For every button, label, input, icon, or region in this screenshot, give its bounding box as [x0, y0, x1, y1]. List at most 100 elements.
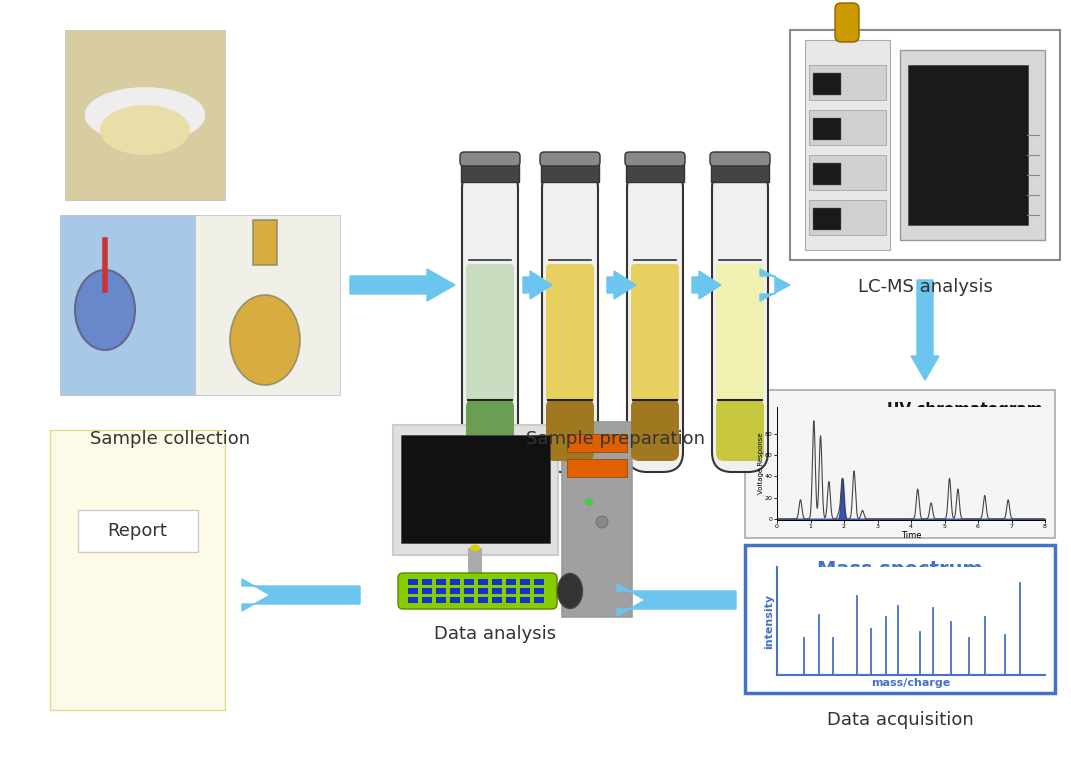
FancyBboxPatch shape	[716, 399, 764, 461]
Y-axis label: Voltage Response: Voltage Response	[757, 433, 764, 495]
FancyBboxPatch shape	[464, 597, 474, 603]
FancyBboxPatch shape	[506, 588, 516, 594]
FancyBboxPatch shape	[790, 30, 1060, 260]
Polygon shape	[607, 271, 636, 299]
Y-axis label: intensity: intensity	[765, 594, 774, 648]
FancyBboxPatch shape	[492, 579, 502, 585]
FancyBboxPatch shape	[567, 434, 627, 452]
Ellipse shape	[230, 295, 300, 385]
FancyBboxPatch shape	[716, 264, 764, 401]
FancyBboxPatch shape	[422, 579, 432, 585]
FancyBboxPatch shape	[492, 588, 502, 594]
FancyBboxPatch shape	[521, 588, 530, 594]
X-axis label: mass/charge: mass/charge	[872, 678, 951, 688]
FancyBboxPatch shape	[464, 579, 474, 585]
FancyBboxPatch shape	[506, 597, 516, 603]
Text: Sample collection: Sample collection	[90, 430, 250, 448]
FancyBboxPatch shape	[809, 110, 886, 145]
Ellipse shape	[85, 87, 205, 143]
Polygon shape	[760, 269, 790, 301]
FancyBboxPatch shape	[478, 579, 488, 585]
Polygon shape	[911, 280, 939, 380]
FancyBboxPatch shape	[835, 3, 859, 42]
FancyBboxPatch shape	[908, 65, 1028, 225]
FancyBboxPatch shape	[436, 579, 446, 585]
FancyBboxPatch shape	[534, 588, 544, 594]
FancyBboxPatch shape	[631, 264, 679, 401]
FancyBboxPatch shape	[631, 399, 679, 461]
FancyBboxPatch shape	[478, 588, 488, 594]
FancyBboxPatch shape	[398, 573, 557, 609]
FancyBboxPatch shape	[521, 597, 530, 603]
FancyBboxPatch shape	[625, 152, 685, 166]
Ellipse shape	[444, 573, 506, 593]
Polygon shape	[242, 579, 360, 611]
Ellipse shape	[75, 270, 135, 350]
FancyBboxPatch shape	[627, 168, 683, 472]
Ellipse shape	[558, 573, 583, 608]
FancyBboxPatch shape	[562, 422, 632, 617]
FancyBboxPatch shape	[478, 597, 488, 603]
FancyBboxPatch shape	[253, 220, 277, 265]
FancyBboxPatch shape	[541, 164, 599, 182]
FancyBboxPatch shape	[436, 597, 446, 603]
Text: Mass spectrum: Mass spectrum	[817, 560, 983, 579]
FancyBboxPatch shape	[50, 430, 225, 710]
FancyBboxPatch shape	[809, 155, 886, 190]
FancyBboxPatch shape	[627, 164, 684, 182]
Text: Data analysis: Data analysis	[434, 625, 556, 643]
Ellipse shape	[100, 105, 190, 155]
FancyBboxPatch shape	[540, 152, 600, 166]
FancyBboxPatch shape	[408, 597, 418, 603]
FancyBboxPatch shape	[466, 399, 514, 461]
FancyBboxPatch shape	[393, 425, 558, 555]
FancyBboxPatch shape	[436, 588, 446, 594]
FancyBboxPatch shape	[195, 215, 340, 395]
Text: UV chromatogram: UV chromatogram	[888, 402, 1043, 417]
FancyBboxPatch shape	[546, 399, 594, 461]
FancyBboxPatch shape	[408, 579, 418, 585]
FancyBboxPatch shape	[900, 50, 1045, 240]
FancyBboxPatch shape	[422, 597, 432, 603]
FancyBboxPatch shape	[712, 168, 768, 472]
FancyBboxPatch shape	[408, 588, 418, 594]
FancyBboxPatch shape	[462, 168, 518, 472]
FancyBboxPatch shape	[711, 164, 769, 182]
FancyBboxPatch shape	[450, 579, 461, 585]
FancyBboxPatch shape	[546, 264, 594, 401]
Ellipse shape	[585, 498, 593, 506]
FancyBboxPatch shape	[567, 459, 627, 477]
FancyBboxPatch shape	[461, 164, 519, 182]
FancyBboxPatch shape	[813, 73, 841, 95]
Ellipse shape	[595, 516, 608, 528]
Text: Data acquisition: Data acquisition	[827, 711, 974, 729]
FancyBboxPatch shape	[809, 65, 886, 100]
FancyBboxPatch shape	[710, 152, 770, 166]
Polygon shape	[523, 271, 552, 299]
FancyBboxPatch shape	[60, 215, 200, 395]
Text: LC-MS analysis: LC-MS analysis	[858, 278, 993, 296]
FancyBboxPatch shape	[813, 118, 841, 140]
FancyBboxPatch shape	[401, 435, 550, 543]
X-axis label: Time: Time	[901, 530, 921, 540]
FancyBboxPatch shape	[506, 579, 516, 585]
FancyBboxPatch shape	[813, 163, 841, 185]
FancyBboxPatch shape	[77, 510, 197, 552]
FancyBboxPatch shape	[492, 597, 502, 603]
Text: Sample preparation: Sample preparation	[526, 430, 705, 448]
FancyBboxPatch shape	[542, 168, 598, 472]
Polygon shape	[350, 269, 455, 301]
FancyBboxPatch shape	[422, 588, 432, 594]
FancyBboxPatch shape	[450, 588, 461, 594]
FancyBboxPatch shape	[461, 152, 521, 166]
FancyBboxPatch shape	[745, 545, 1055, 693]
Ellipse shape	[470, 544, 480, 551]
FancyBboxPatch shape	[534, 597, 544, 603]
FancyBboxPatch shape	[521, 579, 530, 585]
Text: Report: Report	[107, 522, 167, 540]
FancyBboxPatch shape	[466, 264, 514, 401]
FancyBboxPatch shape	[813, 208, 841, 230]
Polygon shape	[692, 271, 721, 299]
Polygon shape	[617, 584, 736, 616]
FancyBboxPatch shape	[745, 390, 1055, 538]
